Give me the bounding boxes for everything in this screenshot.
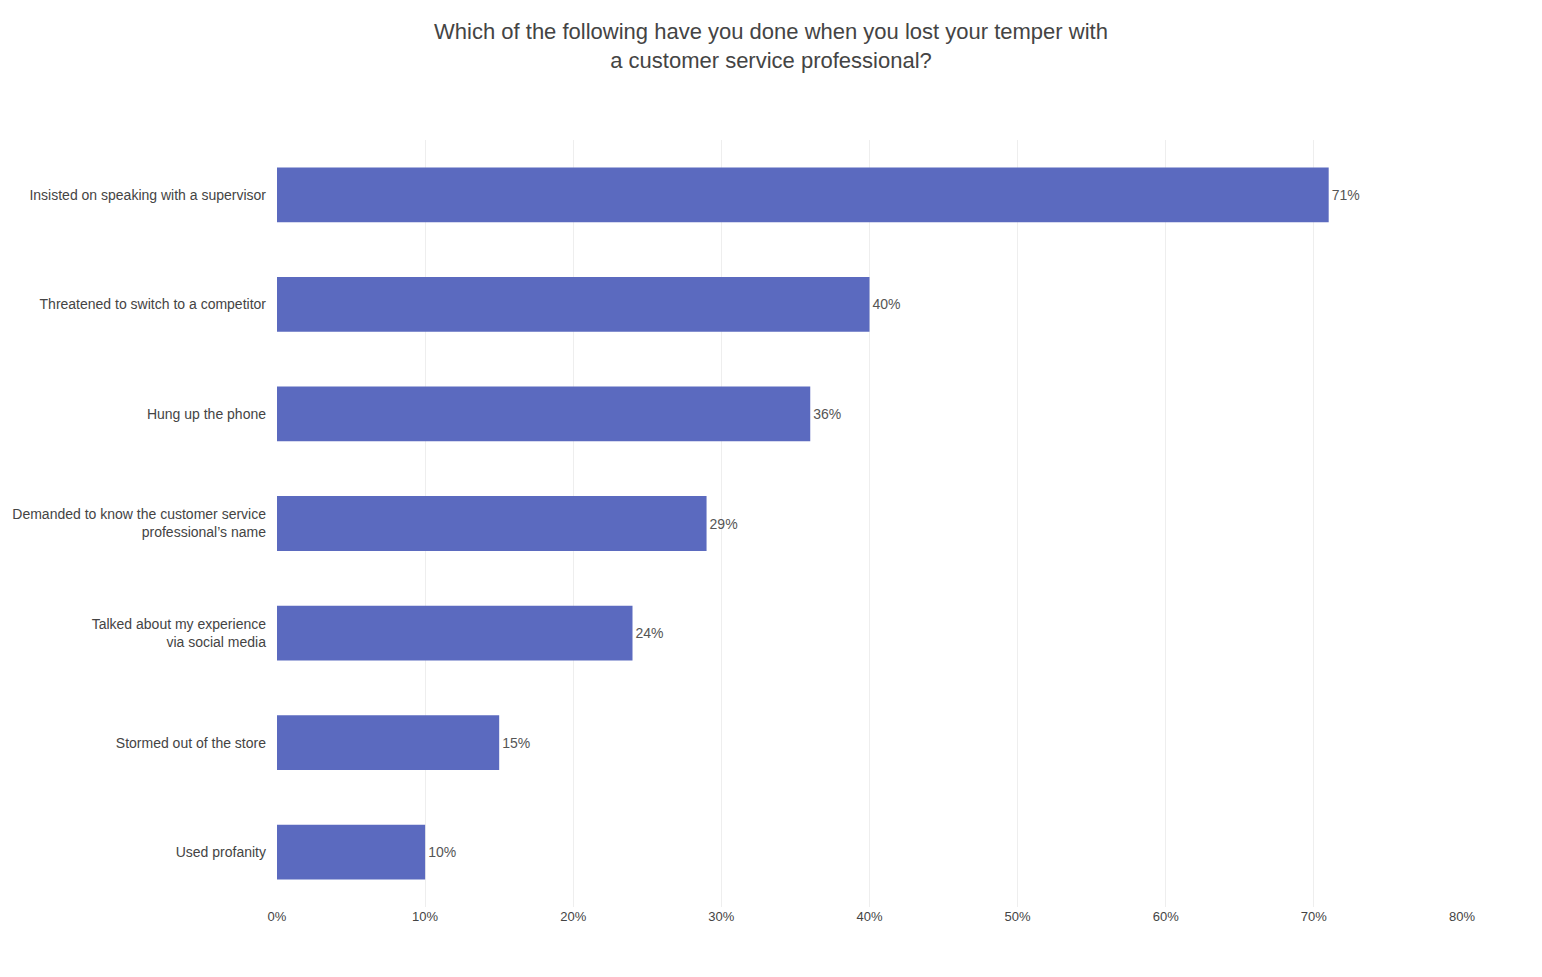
svg-text:10%: 10% <box>412 909 438 924</box>
svg-text:71%: 71% <box>1332 187 1360 203</box>
svg-text:Stormed out of the store: Stormed out of the store <box>116 735 266 751</box>
svg-text:70%: 70% <box>1301 909 1327 924</box>
svg-text:20%: 20% <box>560 909 586 924</box>
svg-text:15%: 15% <box>502 735 530 751</box>
svg-text:40%: 40% <box>873 296 901 312</box>
svg-text:Used profanity: Used profanity <box>176 844 266 860</box>
svg-text:30%: 30% <box>708 909 734 924</box>
svg-text:10%: 10% <box>428 844 456 860</box>
svg-text:60%: 60% <box>1153 909 1179 924</box>
svg-text:36%: 36% <box>813 406 841 422</box>
svg-text:Which of the following have yo: Which of the following have you done whe… <box>434 19 1108 73</box>
svg-text:Talked about my experiencevia: Talked about my experiencevia social med… <box>92 616 267 650</box>
svg-text:50%: 50% <box>1005 909 1031 924</box>
svg-text:0%: 0% <box>268 909 287 924</box>
svg-text:80%: 80% <box>1449 909 1475 924</box>
svg-text:40%: 40% <box>856 909 882 924</box>
svg-text:Hung up the phone: Hung up the phone <box>147 406 266 422</box>
svg-text:Demanded to know the customer: Demanded to know the customer servicepro… <box>12 506 266 540</box>
svg-text:29%: 29% <box>710 516 738 532</box>
svg-text:Threatened to switch to a comp: Threatened to switch to a competitor <box>40 296 267 312</box>
svg-text:24%: 24% <box>636 625 664 641</box>
svg-text:Insisted on speaking with a su: Insisted on speaking with a supervisor <box>29 187 266 203</box>
